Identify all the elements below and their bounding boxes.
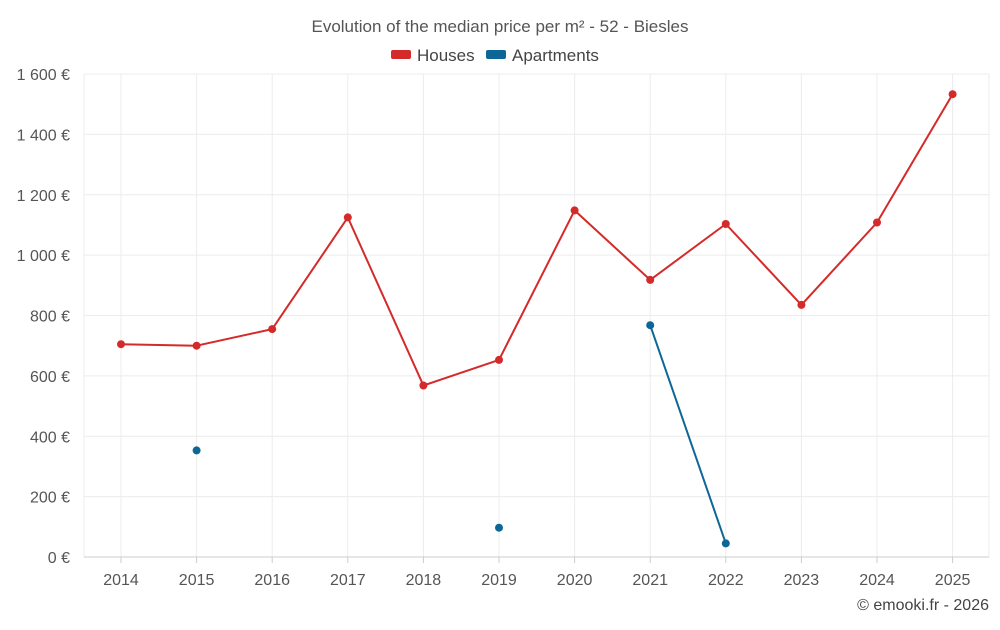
x-tick-label: 2023 bbox=[784, 572, 820, 589]
series-apartments bbox=[192, 321, 730, 548]
data-point-houses-2023[interactable] bbox=[797, 300, 806, 309]
series-houses bbox=[117, 90, 957, 390]
x-tick-label: 2025 bbox=[935, 572, 971, 589]
axis-layer: 0 € 200 € 400 € 600 € 800 € 1 000 € 1 200 € 1 4… bbox=[17, 67, 989, 589]
y-tick-label: 1 200 € bbox=[17, 188, 70, 205]
x-tick-label: 2018 bbox=[406, 572, 442, 589]
data-point-apartments-2021[interactable] bbox=[646, 321, 655, 330]
x-tick-label: 2015 bbox=[179, 572, 215, 589]
data-point-houses-2019[interactable] bbox=[495, 355, 503, 364]
y-tick-label: 1 000 € bbox=[17, 248, 70, 265]
legend-label-houses: Houses bbox=[417, 46, 475, 65]
data-point-houses-2022[interactable] bbox=[721, 220, 730, 228]
legend-item-apartments[interactable]: Apartments bbox=[486, 46, 599, 65]
legend-label-apartments: Apartments bbox=[512, 46, 599, 65]
data-point-houses-2018[interactable] bbox=[419, 381, 428, 390]
y-tick-label: 1 600 € bbox=[17, 67, 70, 84]
data-point-apartments-2015[interactable] bbox=[192, 446, 201, 455]
credit-text: © emooki.fr - 2026 bbox=[857, 597, 989, 614]
series-line-apartments bbox=[649, 324, 727, 544]
x-tick-label: 2024 bbox=[859, 572, 895, 589]
x-tick-label: 2016 bbox=[254, 572, 290, 589]
data-point-houses-2016[interactable] bbox=[268, 325, 277, 334]
data-point-houses-2024[interactable] bbox=[873, 218, 881, 227]
x-tick-label: 2021 bbox=[632, 572, 668, 589]
y-tick-label: 0 € bbox=[48, 550, 70, 567]
data-point-houses-2014[interactable] bbox=[117, 340, 125, 349]
series-layer bbox=[117, 90, 957, 548]
legend-swatch-houses bbox=[391, 50, 411, 59]
y-tick-label: 800 € bbox=[30, 309, 70, 326]
legend-item-houses[interactable]: Houses bbox=[391, 46, 475, 65]
chart-title: Evolution of the median price per m² - 5… bbox=[311, 17, 688, 36]
grid-layer bbox=[83, 73, 990, 557]
data-point-apartments-2022[interactable] bbox=[721, 539, 730, 548]
x-tick-label: 2014 bbox=[103, 572, 139, 589]
data-point-houses-2017[interactable] bbox=[343, 213, 352, 222]
data-point-houses-2021[interactable] bbox=[646, 275, 655, 284]
x-tick-label: 2020 bbox=[557, 572, 593, 589]
y-tick-label: 1 400 € bbox=[17, 127, 70, 144]
legend[interactable]: Houses Apartments bbox=[391, 46, 599, 65]
x-tick-label: 2017 bbox=[330, 572, 366, 589]
data-point-houses-2020[interactable] bbox=[570, 206, 579, 215]
series-line-houses bbox=[120, 93, 954, 387]
y-tick-label: 200 € bbox=[30, 490, 70, 507]
y-tick-label: 400 € bbox=[30, 429, 70, 446]
y-tick-label: 600 € bbox=[30, 369, 70, 386]
legend-swatch-apartments bbox=[486, 50, 506, 59]
x-tick-label: 2019 bbox=[481, 572, 517, 589]
data-point-houses-2015[interactable] bbox=[192, 341, 201, 350]
data-point-apartments-2019[interactable] bbox=[495, 523, 503, 532]
data-point-houses-2025[interactable] bbox=[948, 90, 957, 99]
x-tick-label: 2022 bbox=[708, 572, 744, 589]
